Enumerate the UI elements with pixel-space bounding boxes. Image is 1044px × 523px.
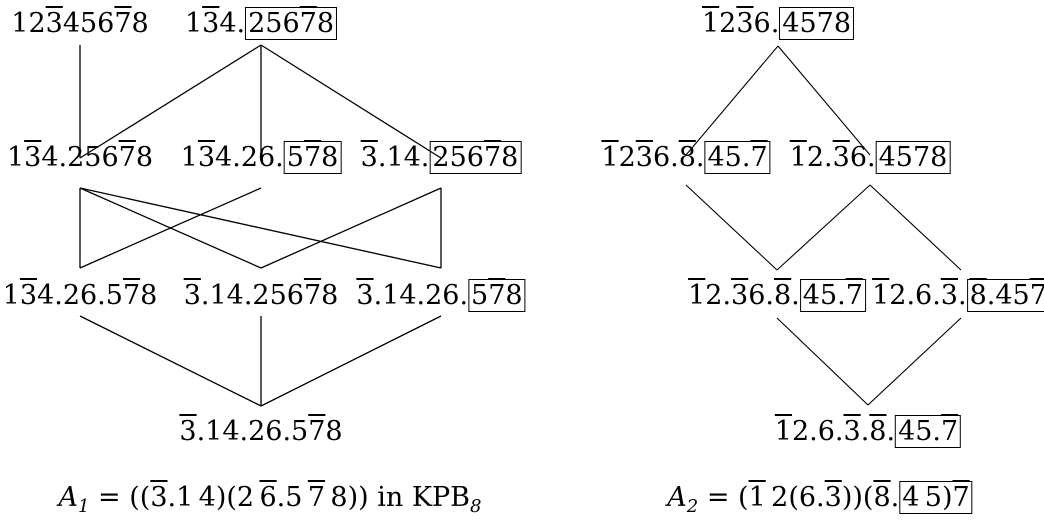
node-n3: 134.25678 <box>6 142 154 173</box>
diagram-a1-edges <box>79 44 442 407</box>
edge <box>79 187 442 269</box>
node-n4: 134.26. 578 <box>181 141 342 174</box>
node-n1: 12345678 <box>11 8 149 39</box>
edge <box>685 45 779 156</box>
edge <box>79 315 262 407</box>
caption-a1: A1 = ((3.1 4)(2 6.5 7 8)) in KPB8 <box>58 482 482 517</box>
caption-a2: A2 = (1 2(6.3))(8. 4 5)7 <box>667 481 973 523</box>
node-n6: 134.26.578 <box>2 280 158 311</box>
edge <box>776 317 869 406</box>
edge <box>776 184 871 271</box>
node-m6: 12.6.3.8. 45.7 <box>775 415 962 448</box>
node-n5: 3.14. 25678 <box>361 141 522 174</box>
node-m1: 1236. 4578 <box>702 7 855 40</box>
edge <box>685 184 778 271</box>
node-m4: 12.36.8. 45.7 <box>688 279 866 312</box>
node-n9: 3.14.26.578 <box>179 416 343 447</box>
node-n7: 3.14.25678 <box>183 280 339 311</box>
edge <box>79 44 262 159</box>
edge <box>867 317 962 406</box>
edge <box>260 187 442 269</box>
edge <box>260 44 442 159</box>
edge <box>260 315 442 407</box>
node-n8: 3.14.26. 578 <box>356 279 526 312</box>
diagram-a2-edges <box>685 45 962 406</box>
node-n2: 134. 25678 <box>185 7 338 40</box>
edge <box>79 187 262 269</box>
node-m5: 12.6.3. 8.457 <box>872 279 1044 312</box>
edge <box>777 45 871 156</box>
node-m2: 1236.8. 45.7 <box>601 141 771 174</box>
node-m3: 12.36. 4578 <box>790 141 951 174</box>
edge <box>869 184 962 271</box>
